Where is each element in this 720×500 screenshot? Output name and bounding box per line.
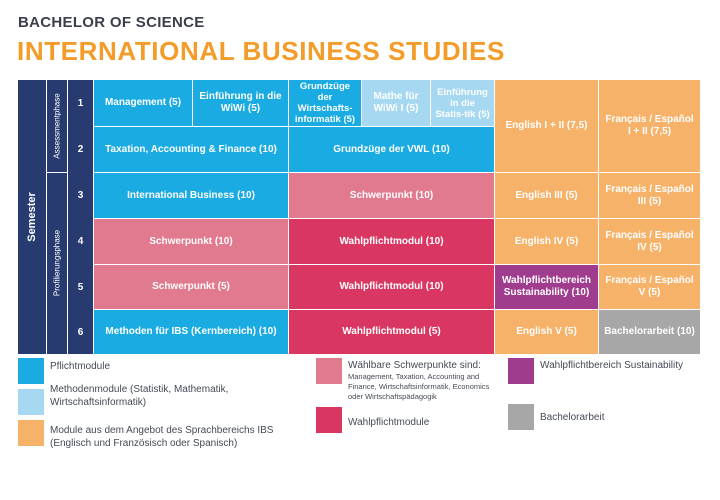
legend-swatch-schwerpunkte <box>316 358 342 384</box>
module-taxation: Taxation, Accounting & Finance (10) <box>94 127 288 172</box>
module-methoden-ibs: Methoden für IBS (Kernbereich) (10) <box>94 310 288 354</box>
module-wahlpflicht: Wahlpflichtmodul (5) <box>289 310 494 354</box>
module-schwerpunkt: Schwerpunkt (10) <box>94 219 288 264</box>
module-wahlpflicht: Wahlpflichtmodul (10) <box>289 265 494 309</box>
legend-sprach: Module aus dem Angebot des Sprachbereich… <box>50 425 274 449</box>
module-schwerpunkt: Schwerpunkt (5) <box>94 265 288 309</box>
module-wahlpflicht: Wahlpflichtmodul (10) <box>289 219 494 264</box>
legend-pflicht: Pflichtmodule <box>50 361 111 372</box>
row-number: 1 <box>77 98 84 109</box>
legend-wahlpflicht: Wahlpflichtmodule <box>348 417 430 428</box>
module-wirtschaftsinformatik: Grundzüge der Wirtschafts-informatik (5) <box>289 80 361 126</box>
row-number: 5 <box>77 281 84 293</box>
module-sustainability: Wahlpflichtbereich Sustainability (10) <box>495 265 598 309</box>
page-title: INTERNATIONAL BUSINESS STUDIES <box>17 36 505 66</box>
module-management: Management (5) <box>94 80 192 126</box>
legend-swatch-methoden <box>18 389 44 415</box>
legend-swatch-pflicht <box>18 358 44 384</box>
module-english-4: English IV (5) <box>495 219 598 264</box>
module-wiwi-intro: Einführung in die WiWi (5) <box>193 80 288 126</box>
module-english-3: English III (5) <box>495 173 598 218</box>
legend-sustainability: Wahlpflichtbereich Sustainability <box>540 360 684 371</box>
phase-profile-label: Profilierungsphase <box>52 229 62 297</box>
legend-bachelorarbeit: Bachelorarbeit <box>540 412 605 423</box>
legend-swatch-wahlpflicht <box>316 407 342 433</box>
module-french-spanish-3: Français / Español III (5) <box>599 173 700 218</box>
row-number: 2 <box>77 144 84 155</box>
subtitle: BACHELOR OF SCIENCE <box>18 14 205 31</box>
module-mathe: Mathe für WiWi I (5) <box>362 80 430 126</box>
module-english-1-2: English I + II (7,5) <box>495 80 598 172</box>
module-french-spanish-5: Français / Español V (5) <box>599 265 700 309</box>
row-number: 6 <box>77 326 84 338</box>
legend-schwerpunkte-detail: Management, Taxation, Accounting and Fin… <box>348 372 490 401</box>
legend-swatch-bachelorarbeit <box>508 404 534 430</box>
row-number: 3 <box>77 190 84 201</box>
module-schwerpunkt: Schwerpunkt (10) <box>289 173 494 218</box>
semester-bar: Semester <box>18 80 46 354</box>
legend-swatch-sustainability <box>508 358 534 384</box>
module-bachelorarbeit: Bachelorarbeit (10) <box>599 310 700 354</box>
row-number: 4 <box>77 236 84 247</box>
legend-schwerpunkte: Wählbare Schwerpunkte sind: <box>348 360 481 371</box>
module-french-spanish-1: Français / Español I + II (7,5) <box>599 80 700 172</box>
module-statistik: Einführung in die Statis-tik (5) <box>431 80 494 126</box>
phase-assessment-bar: Assessmentphase <box>47 80 67 172</box>
phase-assessment-label: Assessmentphase <box>52 93 62 159</box>
phase-profile-bar: Profilierungsphase <box>47 173 67 354</box>
legend-methoden: Methodenmodule (Statistik, Mathematik, W… <box>50 384 229 408</box>
module-international-business: International Business (10) <box>94 173 288 218</box>
legend-swatch-sprach <box>18 420 44 446</box>
module-english-5: English V (5) <box>495 310 598 354</box>
semester-label: Semester <box>26 192 38 242</box>
row-number-column <box>68 80 93 354</box>
module-vwl: Grundzüge der VWL (10) <box>289 127 494 172</box>
module-french-spanish-4: Français / Español IV (5) <box>599 219 700 264</box>
